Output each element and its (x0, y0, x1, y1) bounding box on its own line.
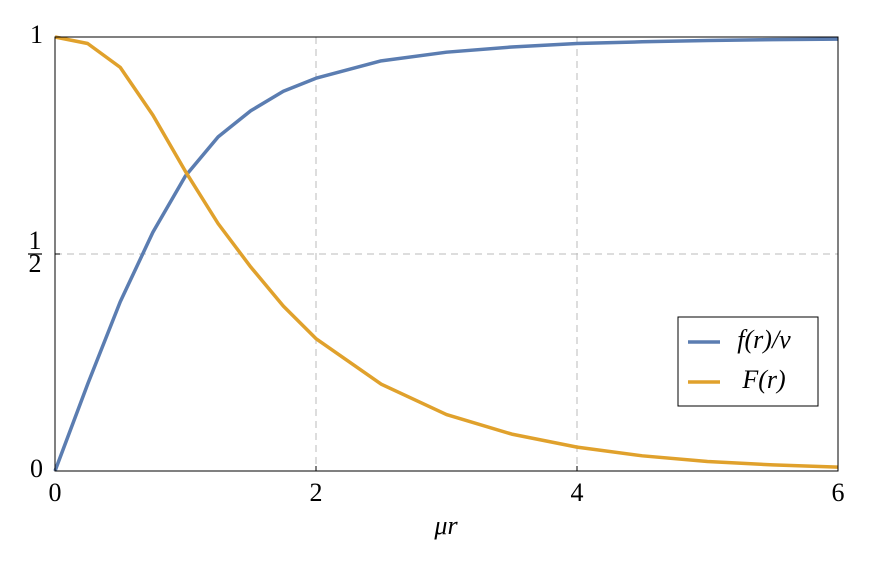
x-tick-label: 4 (571, 478, 584, 507)
plot-frame (54, 36, 839, 472)
x-axis-label: μr (433, 511, 458, 540)
y-tick-label-text: 1/2 (18, 237, 51, 266)
legend-box (677, 316, 819, 407)
y-tick-label: 12 (28, 226, 42, 278)
fraction-numerator: 1 (29, 226, 42, 255)
y-tick-label: 1 (30, 20, 43, 49)
y-tick-label: 0 (30, 454, 43, 483)
x-tick-label: 0 (49, 478, 62, 507)
x-tick-label: 2 (310, 478, 323, 507)
line-series (53, 37, 839, 472)
legend-label: f(r)/v (737, 325, 791, 354)
fraction-denominator: 2 (29, 249, 42, 278)
legend-label: F(r) (741, 365, 785, 394)
line-series (54, 35, 839, 469)
x-tick-label: 6 (832, 478, 845, 507)
